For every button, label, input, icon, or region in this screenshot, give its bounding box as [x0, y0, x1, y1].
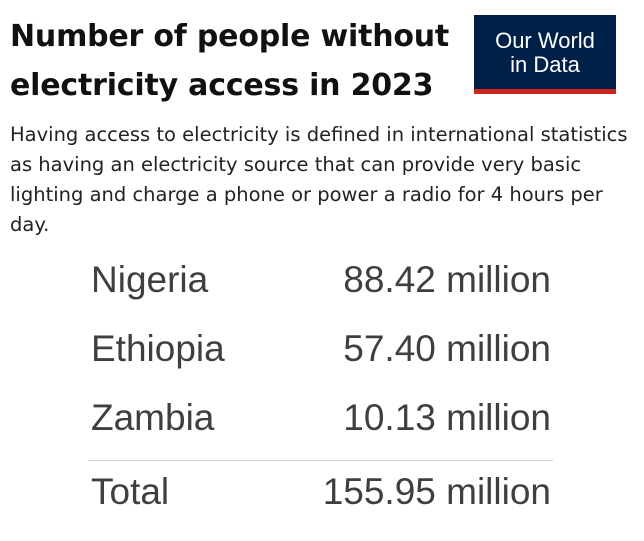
table-row: Ethiopia 57.40 million [88, 319, 553, 388]
country-label: Zambia [91, 397, 215, 438]
chart-title: Number of people without electricity acc… [10, 19, 450, 103]
country-label: Ethiopia [91, 328, 225, 369]
logo-line-1: Our World [495, 28, 595, 53]
country-label: Nigeria [91, 259, 209, 300]
logo-line-2: in Data [510, 52, 580, 77]
table-row: Zambia 10.13 million [88, 388, 553, 457]
total-divider [88, 460, 553, 461]
data-table: Nigeria 88.42 million Ethiopia 57.40 mil… [88, 250, 553, 541]
total-label: Total [91, 471, 170, 512]
total-row: Total 155.95 million [88, 461, 553, 541]
total-value: 155.95 million [322, 471, 551, 512]
value-label: 10.13 million [343, 397, 551, 438]
our-world-in-data-logo[interactable]: Our World in Data [474, 15, 616, 94]
chart-subtitle: Having access to electricity is defined … [10, 123, 628, 236]
value-label: 88.42 million [343, 259, 551, 300]
table-row: Nigeria 88.42 million [88, 250, 553, 319]
value-label: 57.40 million [343, 328, 551, 369]
